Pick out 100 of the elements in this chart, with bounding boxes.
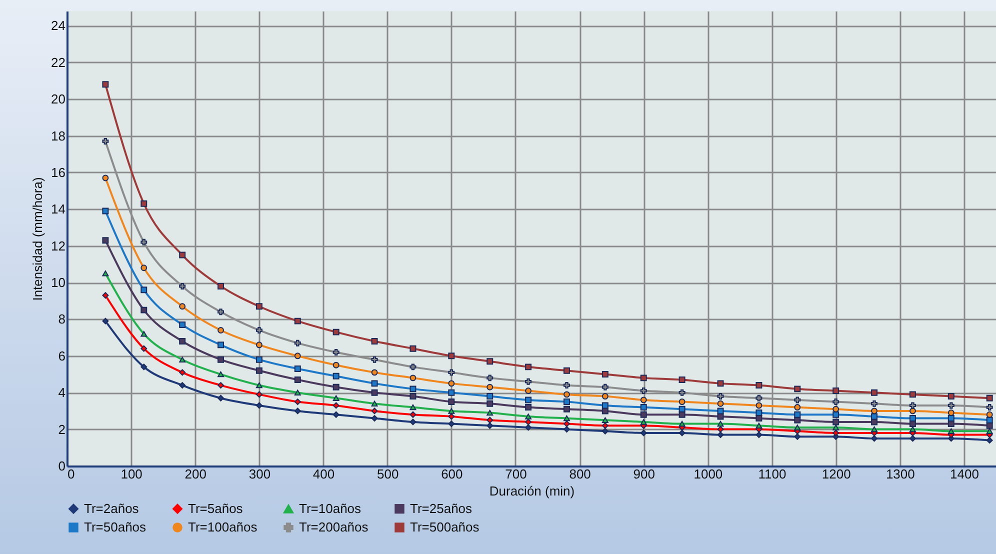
y-axis-title: Intensidad (mm/hora)	[30, 177, 46, 301]
point	[948, 428, 954, 434]
point	[986, 411, 993, 418]
point	[640, 388, 647, 394]
legend-label: Tr=200años	[299, 520, 369, 534]
point	[179, 303, 186, 310]
point	[371, 415, 378, 422]
point	[140, 345, 148, 352]
point	[371, 408, 378, 414]
point	[218, 342, 224, 348]
point	[909, 391, 916, 398]
point	[948, 402, 954, 409]
point	[294, 366, 301, 372]
point	[410, 374, 416, 382]
point	[525, 396, 532, 404]
point	[140, 264, 148, 272]
point	[525, 378, 532, 385]
point	[564, 426, 570, 433]
point	[102, 237, 109, 244]
point	[717, 420, 724, 427]
point	[756, 422, 762, 429]
point	[332, 372, 340, 380]
point	[332, 402, 340, 409]
legend-label: Tr=10años	[299, 501, 362, 516]
x-tick-label: 1000	[694, 466, 723, 482]
point	[564, 415, 570, 422]
point	[717, 393, 724, 400]
x-tick-label: 300	[248, 466, 271, 482]
y-tick-label: 22	[51, 54, 66, 70]
point	[218, 308, 224, 316]
point	[909, 426, 916, 432]
point	[909, 402, 916, 409]
point	[140, 306, 148, 314]
point	[102, 270, 109, 276]
point	[564, 420, 570, 428]
point	[832, 418, 840, 426]
point	[102, 81, 109, 88]
point	[948, 393, 954, 400]
point	[640, 404, 647, 411]
point	[564, 367, 570, 374]
point	[640, 411, 647, 418]
point	[256, 342, 262, 348]
point	[486, 384, 494, 390]
point	[871, 426, 878, 432]
point	[486, 422, 494, 429]
point	[371, 356, 378, 363]
legend-label: Tr=500años	[410, 520, 480, 534]
point	[794, 433, 801, 440]
point	[256, 326, 262, 334]
legend-label: Tr=50años	[84, 520, 147, 534]
point	[102, 318, 109, 324]
point	[832, 388, 840, 394]
point	[179, 382, 186, 389]
point	[332, 349, 340, 356]
point	[410, 345, 416, 352]
point	[294, 318, 301, 324]
y-tick-label: 4	[58, 385, 66, 400]
x-tick-label: 600	[441, 466, 463, 482]
point	[525, 364, 532, 370]
point	[410, 393, 416, 400]
point	[564, 398, 570, 406]
point	[410, 411, 416, 418]
point	[140, 238, 148, 246]
point	[218, 327, 224, 334]
point	[756, 382, 762, 389]
point	[218, 356, 224, 363]
point	[602, 422, 608, 429]
point	[256, 391, 262, 398]
legend-label: Tr=25años	[410, 500, 473, 516]
point	[102, 174, 109, 182]
point	[448, 352, 455, 360]
x-tick-label: 1100	[758, 466, 786, 482]
point	[832, 406, 840, 412]
point	[332, 362, 340, 368]
point	[332, 411, 340, 418]
point	[410, 418, 416, 426]
point	[256, 367, 262, 374]
point	[486, 358, 494, 365]
y-tick-label: 18	[51, 128, 66, 144]
y-tick-label: 14	[51, 202, 66, 217]
point	[179, 252, 186, 258]
point	[218, 382, 224, 389]
point	[717, 400, 724, 407]
point	[794, 396, 801, 404]
point	[332, 384, 340, 390]
point	[448, 408, 455, 414]
point	[294, 376, 301, 384]
point	[564, 391, 570, 398]
x-tick-label: 900	[633, 466, 655, 482]
point	[102, 138, 109, 144]
point	[832, 430, 840, 436]
point	[756, 432, 762, 438]
point	[486, 416, 494, 424]
point	[102, 292, 109, 299]
point	[525, 414, 532, 420]
y-tick-label: 6	[58, 348, 66, 364]
point	[294, 390, 301, 396]
point	[909, 415, 916, 422]
point	[448, 420, 455, 428]
point	[448, 389, 455, 396]
